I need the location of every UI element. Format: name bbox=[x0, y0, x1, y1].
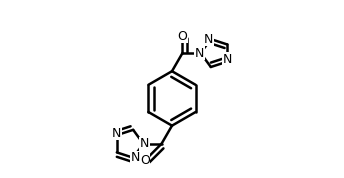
Text: N: N bbox=[195, 47, 204, 60]
Text: N: N bbox=[140, 137, 149, 150]
Text: O: O bbox=[178, 30, 187, 43]
Text: N: N bbox=[131, 151, 140, 164]
Text: O: O bbox=[140, 154, 150, 167]
Text: N: N bbox=[223, 53, 232, 66]
Text: N: N bbox=[204, 33, 213, 46]
Text: N: N bbox=[112, 127, 121, 140]
